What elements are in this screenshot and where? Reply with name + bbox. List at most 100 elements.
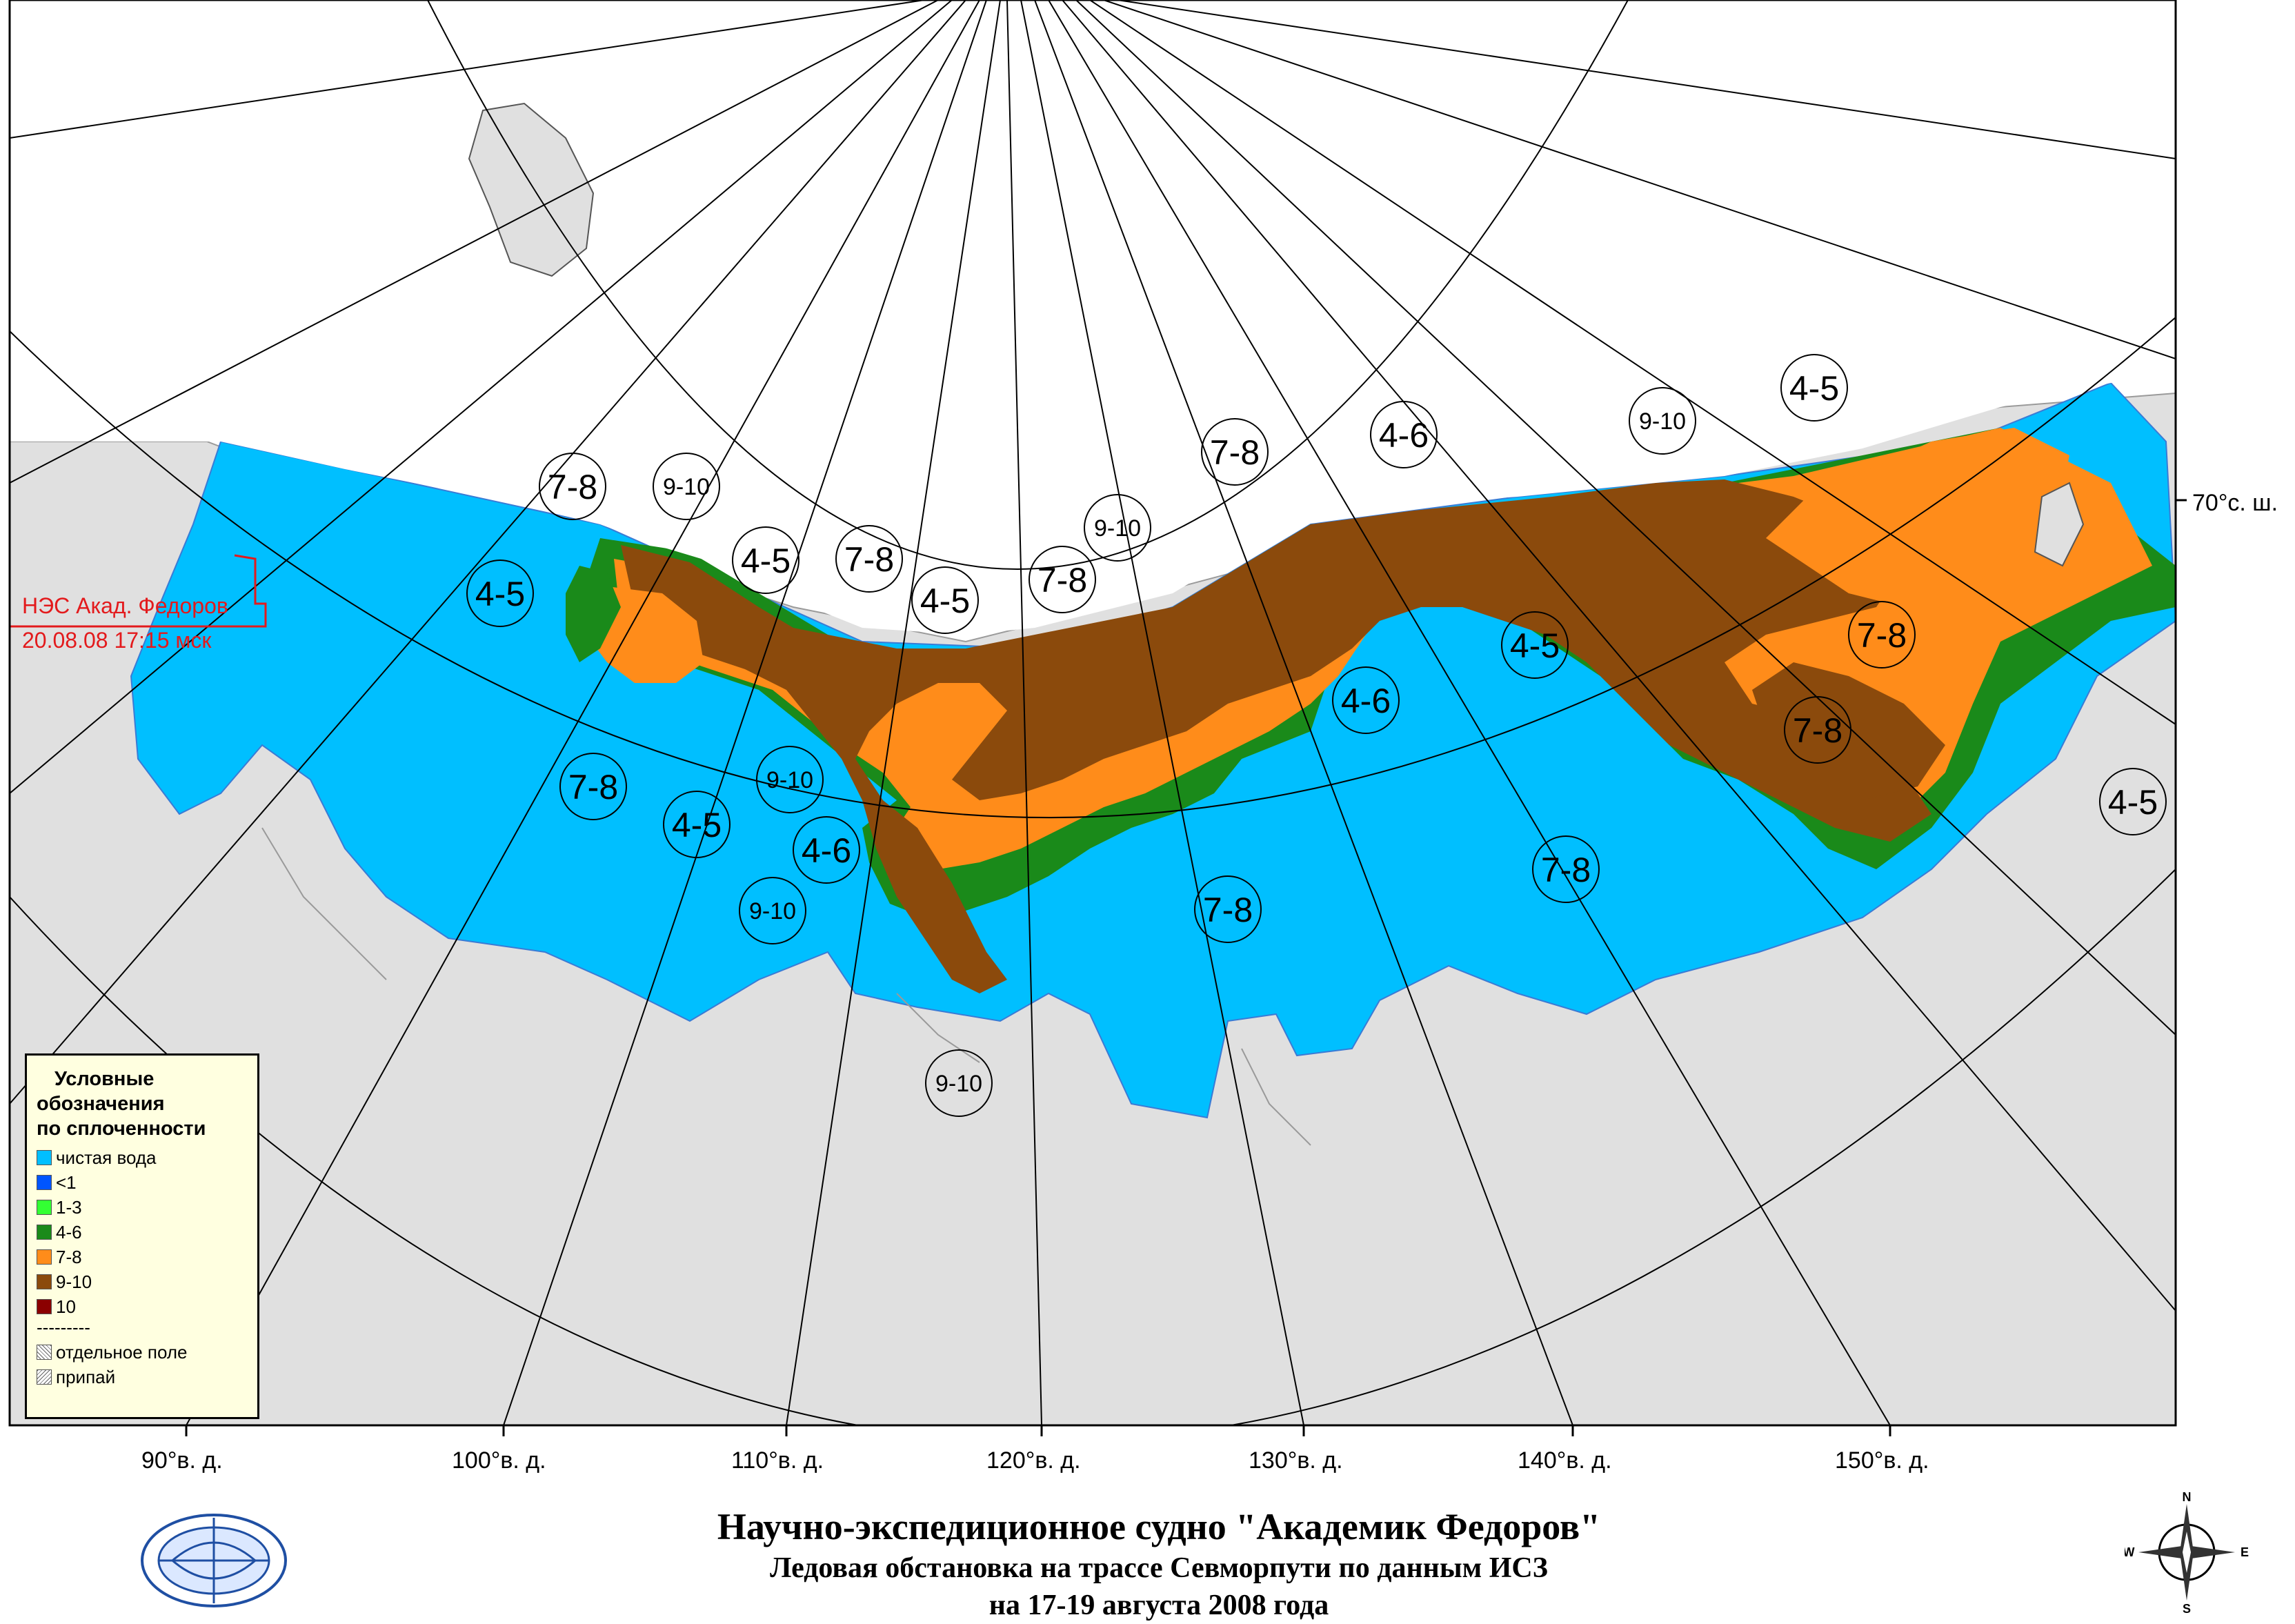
legend-item-label: 10 <box>56 1296 76 1317</box>
lon-label-150: 150°в. д. <box>1835 1447 1929 1474</box>
latitude-label: 70°с. ш. <box>2192 490 2278 516</box>
coast-hints <box>261 827 1311 1146</box>
concentration-label: 4-5 <box>2099 768 2167 835</box>
legend-hatch-swatch <box>37 1369 52 1385</box>
concentration-label: 9-10 <box>756 746 824 813</box>
svg-text:9-10: 9-10 <box>766 767 813 793</box>
concentration-label: 7-8 <box>1784 696 1851 764</box>
ship-track <box>10 554 267 628</box>
svg-text:W: W <box>2125 1545 2135 1559</box>
svg-text:7-8: 7-8 <box>1203 891 1253 929</box>
lon-label-100: 100°в. д. <box>452 1447 546 1474</box>
svg-text:4-5: 4-5 <box>1510 626 1560 665</box>
legend-item: чистая вода <box>37 1145 248 1170</box>
legend-item-label: 4-6 <box>56 1221 82 1242</box>
legend-item: 7-8 <box>37 1245 248 1269</box>
ship-name-label: НЭС Акад. Федоров <box>22 593 228 618</box>
concentration-label: 7-8 <box>1029 546 1096 613</box>
legend-extra-label: отдельное поле <box>56 1341 188 1363</box>
concentration-label: 9-10 <box>1629 387 1696 455</box>
svg-text:4-6: 4-6 <box>802 831 851 870</box>
ship-time-label: 20.08.08 17:15 мск <box>22 628 212 653</box>
svg-text:4-5: 4-5 <box>2108 783 2158 822</box>
legend-list: чистая вода <1 1-3 4-6 7-8 9-10 10 --------- отд… <box>37 1145 248 1389</box>
legend-swatch <box>37 1249 52 1265</box>
map-frame <box>8 0 2177 1427</box>
svg-text:7-8: 7-8 <box>844 540 894 579</box>
concentration-label: 4-5 <box>466 560 534 627</box>
svg-text:7-8: 7-8 <box>568 768 618 806</box>
svg-text:9-10: 9-10 <box>663 474 710 500</box>
concentration-label: 7-8 <box>559 753 627 820</box>
concentration-label: 7-8 <box>539 453 606 520</box>
legend-item-label: чистая вода <box>56 1147 157 1168</box>
graticule <box>10 0 2176 1425</box>
legend-swatch <box>37 1299 52 1314</box>
title-main: Научно-экспедиционное судно "Академик Фе… <box>717 1506 1601 1547</box>
svg-text:4-5: 4-5 <box>1789 369 1839 408</box>
svg-text:4-6: 4-6 <box>1379 416 1429 455</box>
legend-hatch-swatch <box>37 1345 52 1360</box>
legend-extra-item: отдельное поле <box>37 1340 248 1365</box>
aari-logo <box>141 1514 287 1607</box>
concentration-label: 9-10 <box>739 877 806 944</box>
legend-item: 4-6 <box>37 1220 248 1245</box>
svg-text:7-8: 7-8 <box>1541 851 1591 889</box>
lon-label-140: 140°в. д. <box>1518 1447 1612 1474</box>
ice-4-6-west <box>566 566 621 662</box>
new-siberian-island <box>2034 482 2085 567</box>
svg-text:9-10: 9-10 <box>749 898 796 924</box>
svg-text:7-8: 7-8 <box>1857 616 1907 655</box>
legend: Условные обозначения по сплоченности чис… <box>25 1053 259 1419</box>
legend-item: <1 <box>37 1170 248 1195</box>
svg-text:4-5: 4-5 <box>475 575 525 613</box>
concentration-label: 7-8 <box>835 525 903 593</box>
legend-item-label: <1 <box>56 1171 77 1193</box>
svg-text:4-5: 4-5 <box>920 582 970 620</box>
legend-title-line1: Условные <box>54 1068 155 1090</box>
legend-swatch <box>37 1225 52 1240</box>
svg-text:4-5: 4-5 <box>672 806 722 844</box>
ice-9-10-east <box>1752 662 1945 800</box>
concentration-label: 7-8 <box>1201 418 1269 486</box>
legend-item: 10 <box>37 1294 248 1319</box>
ice-9-10-area <box>621 479 1931 993</box>
lon-ticks <box>185 499 2187 1436</box>
svg-text:9-10: 9-10 <box>1639 408 1686 435</box>
legend-separator: --------- <box>37 1317 90 1338</box>
legend-swatch <box>37 1274 52 1289</box>
concentration-label: 7-8 <box>1194 875 1262 943</box>
svg-text:7-8: 7-8 <box>1210 433 1260 472</box>
concentration-label: 4-5 <box>663 791 731 858</box>
svg-text:S: S <box>2183 1602 2191 1614</box>
legend-swatch <box>37 1200 52 1215</box>
concentration-label: 4-5 <box>1501 611 1569 679</box>
compass-rose-icon: N S W E <box>2125 1490 2249 1614</box>
svg-text:9-10: 9-10 <box>935 1071 982 1097</box>
concentration-label: 4-5 <box>1780 354 1848 422</box>
legend-title-line3: по сплоченности <box>37 1118 206 1140</box>
title-line3: на 17-19 августа 2008 года <box>988 1590 1329 1621</box>
legend-extra-label: припай <box>56 1366 116 1387</box>
concentration-label: 7-8 <box>1848 601 1916 669</box>
legend-item-label: 1-3 <box>56 1196 82 1218</box>
concentration-label: 7-8 <box>1532 835 1600 903</box>
legend-item: 9-10 <box>37 1269 248 1294</box>
concentration-label: 4-6 <box>1332 666 1400 734</box>
title-block: Научно-экспедиционное судно "Академик Фе… <box>483 1504 1835 1624</box>
concentration-label: 9-10 <box>653 453 720 520</box>
ice-7-8-east <box>1766 428 2069 607</box>
legend-item-label: 9-10 <box>56 1271 92 1292</box>
svg-text:7-8: 7-8 <box>548 468 597 506</box>
svg-text:7-8: 7-8 <box>1793 711 1842 750</box>
legend-swatch <box>37 1150 52 1165</box>
concentration-label: 9-10 <box>925 1049 993 1117</box>
lon-label-110: 110°в. д. <box>731 1447 824 1474</box>
title-line2: Ледовая обстановка на трассе Севморпути … <box>770 1552 1548 1584</box>
concentration-label: 4-6 <box>1370 401 1438 468</box>
svg-text:7-8: 7-8 <box>1037 561 1087 600</box>
lon-label-90: 90°в. д. <box>141 1447 223 1474</box>
legend-title: Условные обозначения по сплоченности <box>37 1067 248 1141</box>
svg-text:4-6: 4-6 <box>1341 682 1391 720</box>
